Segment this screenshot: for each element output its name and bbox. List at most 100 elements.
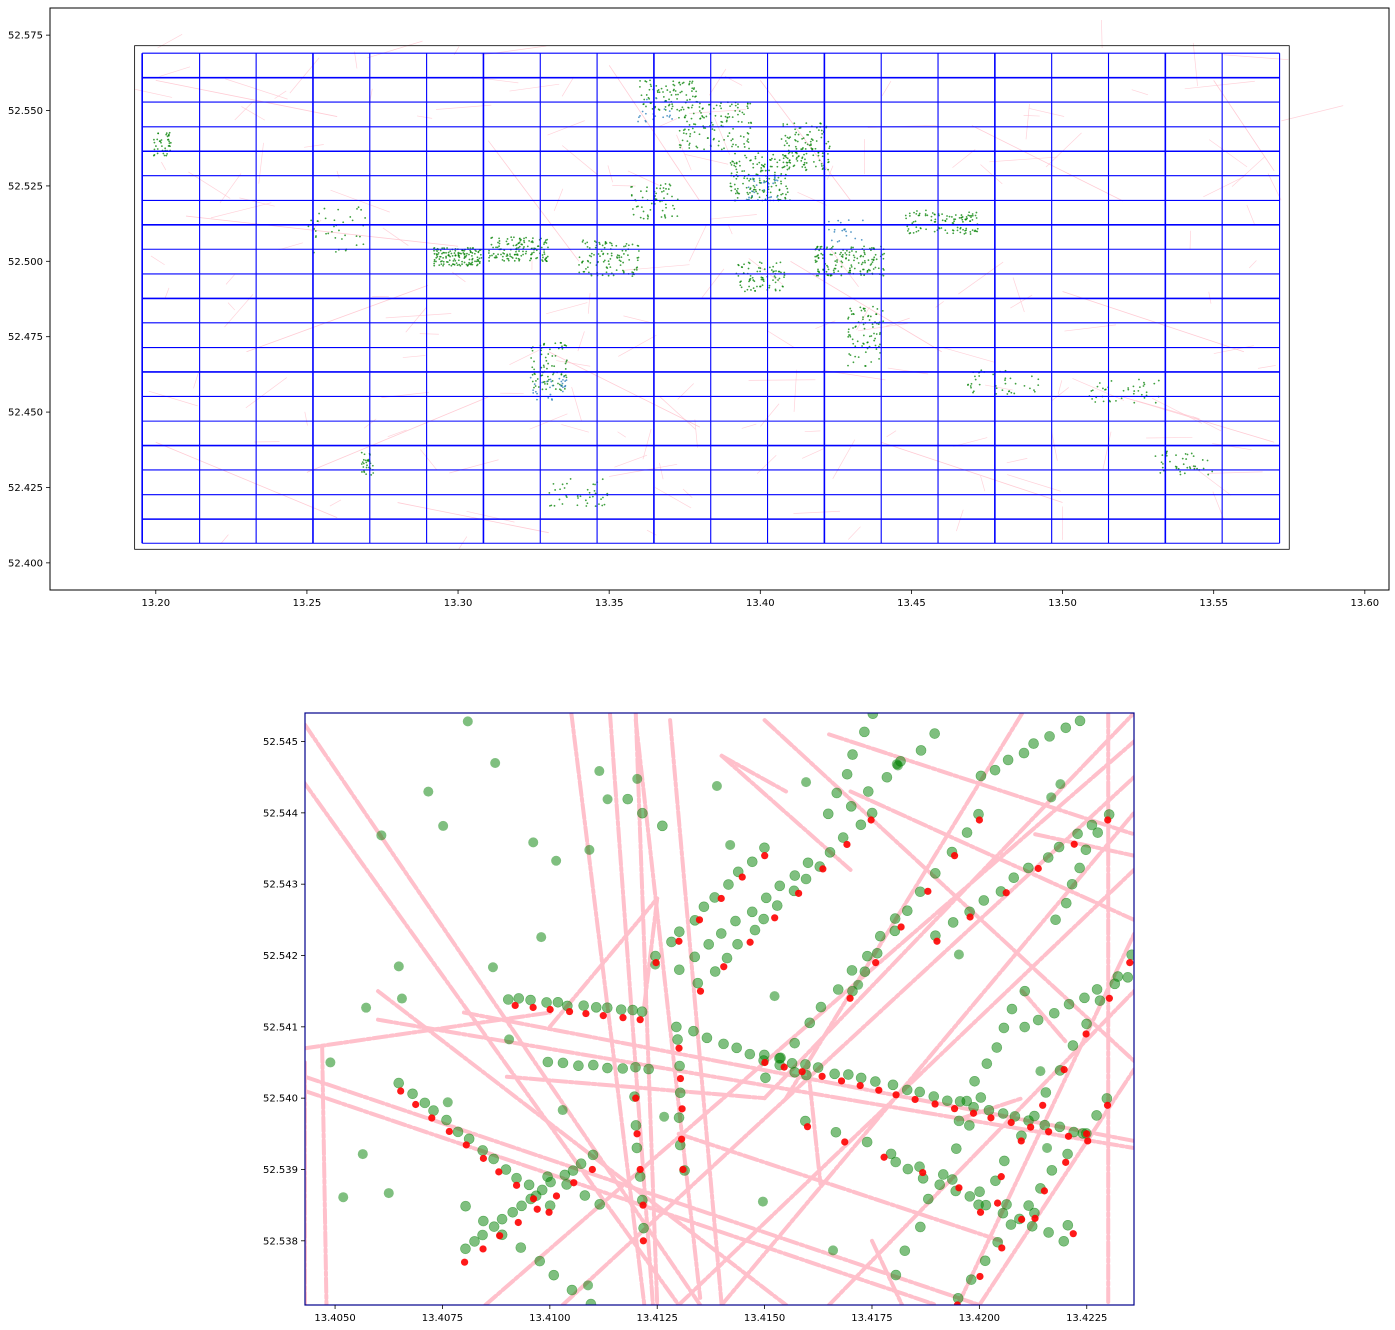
street-segment	[148, 390, 198, 407]
tree-point	[1055, 779, 1066, 790]
tree-point	[363, 453, 366, 456]
tree-point	[605, 271, 608, 274]
red-tree-point	[1002, 889, 1010, 897]
tree-point	[743, 263, 745, 266]
red-tree-point	[1062, 1158, 1070, 1166]
tree-point	[761, 276, 764, 279]
street-segment	[419, 333, 439, 335]
tree-point	[509, 255, 512, 258]
tree-point	[730, 915, 741, 927]
tree-point	[445, 257, 448, 259]
street-segment	[827, 732, 1134, 837]
tree-point	[513, 993, 525, 1004]
tree-point	[157, 132, 160, 135]
tree-point	[1042, 1142, 1053, 1153]
tree-point	[665, 206, 667, 209]
tree-point	[828, 228, 830, 231]
tree-point	[810, 143, 812, 146]
tree-point	[772, 153, 775, 156]
tree-point	[771, 900, 783, 911]
tree-point	[850, 246, 853, 249]
tree-point	[821, 132, 824, 135]
tree-point	[688, 142, 691, 145]
tree-point	[904, 214, 907, 217]
tree-point	[807, 134, 810, 136]
tree-point	[963, 232, 966, 235]
tree-point	[567, 1165, 579, 1176]
tree-point	[826, 246, 828, 249]
tree-point	[964, 1120, 975, 1131]
tree-point	[642, 210, 645, 213]
tree-point	[882, 257, 885, 260]
tree-point	[853, 979, 864, 990]
red-tree-point	[969, 1109, 978, 1117]
tree-point	[863, 245, 865, 248]
tree-point	[575, 1158, 587, 1170]
tree-point	[845, 257, 847, 259]
tree-point	[746, 102, 749, 105]
tree-point	[671, 215, 674, 218]
tree-point	[915, 745, 927, 756]
tree-point	[814, 261, 817, 263]
tree-point	[877, 323, 880, 326]
tree-point	[586, 266, 589, 269]
tree-point	[906, 229, 909, 232]
tree-point	[771, 157, 773, 160]
tree-point	[476, 256, 479, 259]
tree-point	[800, 873, 812, 885]
tree-point	[449, 255, 451, 258]
street-segment	[161, 161, 167, 171]
tree-point	[1211, 470, 1214, 473]
tree-point	[972, 390, 975, 393]
street-segment	[612, 185, 636, 187]
tree-point	[463, 261, 466, 264]
tree-point	[1043, 1227, 1054, 1238]
tree-point	[971, 214, 974, 217]
tree-point	[611, 244, 613, 247]
tree-point	[588, 254, 591, 257]
tree-point	[1115, 399, 1117, 402]
tree-point	[671, 118, 673, 120]
tree-point	[748, 278, 751, 281]
tree-point	[745, 156, 748, 159]
tree-point	[601, 244, 604, 247]
tree-point	[1004, 377, 1007, 380]
tree-point	[1046, 792, 1057, 803]
tree-point	[1102, 400, 1105, 403]
tree-point	[477, 259, 480, 261]
tree-point	[832, 269, 835, 272]
tree-point	[588, 491, 591, 494]
tree-point	[934, 218, 937, 221]
red-tree-point	[924, 887, 932, 895]
tree-point	[709, 966, 721, 977]
tree-point	[875, 258, 878, 261]
tree-point	[802, 137, 805, 139]
tree-point	[814, 147, 817, 150]
tree-point	[729, 185, 732, 188]
tree-point	[166, 135, 169, 138]
tree-point	[553, 365, 556, 368]
tree-point	[715, 104, 718, 107]
tree-point	[786, 123, 789, 126]
tree-point	[440, 260, 442, 263]
tree-point	[741, 266, 744, 269]
tree-point	[554, 354, 557, 357]
tree-point	[454, 249, 457, 252]
tree-point	[323, 207, 326, 210]
tree-point	[822, 808, 834, 820]
tree-point	[774, 281, 777, 284]
red-tree-point	[397, 1087, 405, 1095]
tree-point	[560, 385, 563, 387]
tree-point	[721, 121, 724, 124]
tree-point	[644, 112, 647, 115]
red-tree-point	[966, 913, 974, 921]
tree-point	[863, 327, 866, 330]
street-segment	[354, 51, 358, 69]
tree-point	[454, 254, 457, 257]
tree-point	[786, 157, 789, 160]
tree-point	[773, 179, 776, 182]
tree-point	[747, 186, 750, 189]
tree-point	[638, 116, 640, 119]
tree-point	[966, 217, 968, 220]
red-tree-point	[1045, 1128, 1053, 1136]
